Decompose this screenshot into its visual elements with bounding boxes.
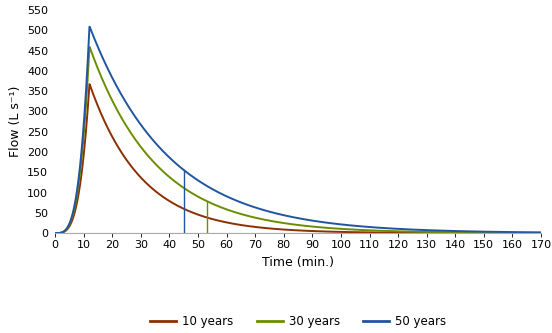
X-axis label: Time (min.): Time (min.) — [262, 256, 334, 269]
Y-axis label: Flow (L s⁻¹): Flow (L s⁻¹) — [9, 86, 22, 157]
Legend: 10 years, 30 years, 50 years: 10 years, 30 years, 50 years — [145, 310, 451, 333]
